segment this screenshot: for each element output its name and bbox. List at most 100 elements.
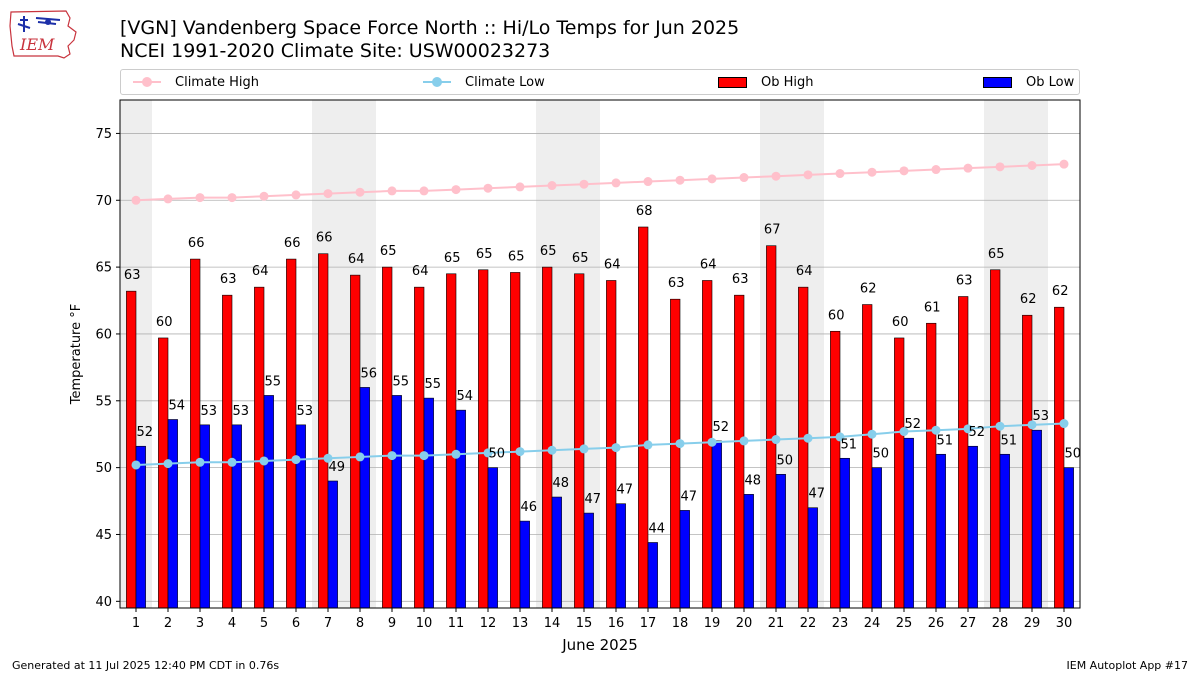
climate-high-point [227,193,237,203]
ob-high-label: 66 [316,231,333,246]
x-tick-label: 11 [448,616,465,631]
bar-ob-high [286,258,297,609]
bar-ob-low [423,397,434,609]
climate-high-point [771,171,781,181]
bar-ob-high [222,294,233,609]
bar-ob-low [743,494,754,609]
ob-high-label: 64 [700,257,717,272]
logo-text: IEM [19,35,55,54]
bar-ob-high [126,290,137,609]
climate-high-point [1027,161,1037,171]
climate-high-point [995,162,1005,172]
bar-ob-high [382,266,393,609]
y-tick-label: 45 [95,528,112,543]
ob-low-label: 52 [905,417,922,432]
climate-high-swatch [133,77,161,87]
climate-high-point [451,185,461,195]
ob-low-label: 51 [841,437,858,452]
ob-high-label: 63 [956,274,973,289]
bar-ob-low [1031,429,1042,609]
climate-high-point [867,167,877,177]
climate-high-point [963,163,973,173]
ob-low-label: 51 [1001,433,1018,448]
climate-low-point [931,425,941,435]
climate-low-point [451,449,461,459]
x-tick-label: 27 [960,616,977,631]
climate-low-point [547,445,557,455]
climate-high-point [259,191,269,201]
y-tick-label: 60 [95,327,112,342]
climate-high-point [547,181,557,191]
climate-high-point [419,186,429,196]
legend: Climate High Climate Low Ob High Ob Low [120,69,1080,95]
climate-high-point [611,178,621,188]
climate-high-point [643,177,653,187]
ob-low-swatch [983,76,1012,88]
bar-ob-high [830,330,841,609]
bar-ob-low [487,467,498,609]
climate-high-point [195,193,205,203]
bar-ob-low [551,496,562,609]
ob-low-label: 48 [553,476,570,491]
climate-high-point [803,170,813,180]
x-tick-label: 23 [832,616,849,631]
climate-low-line [135,422,1065,466]
ob-high-label: 63 [732,272,749,287]
y-tick-label: 55 [95,394,112,409]
bar-ob-high [958,296,969,609]
bar-ob-high [190,258,201,609]
bar-ob-high [862,304,873,609]
ob-low-label: 52 [713,420,730,435]
x-tick-label: 8 [356,616,364,631]
climate-low-point [611,443,621,453]
climate-low-point [963,424,973,434]
climate-low-point [163,459,173,469]
bar-ob-low [999,453,1010,609]
x-tick-label: 10 [416,616,433,631]
bar-ob-low [615,503,626,609]
x-tick-label: 4 [228,616,236,631]
bar-ob-high [766,245,777,609]
climate-low-point [707,437,717,447]
ob-high-label: 63 [124,268,141,283]
climate-low-point [835,432,845,442]
ob-high-label: 62 [1052,284,1069,299]
legend-label-climate-high: Climate High [175,74,260,90]
ob-low-label: 55 [393,374,410,389]
ob-low-label: 56 [361,366,378,381]
ob-low-label: 53 [201,404,218,419]
climate-low-point [899,427,909,437]
ob-high-label: 64 [412,264,429,279]
bar-ob-high [670,298,681,609]
ob-high-label: 62 [1020,292,1037,307]
climate-high-point [931,165,941,175]
climate-low-point [131,460,141,470]
bar-ob-low [679,510,690,609]
y-tick-label: 65 [95,261,112,276]
climate-low-point [1027,420,1037,430]
ob-low-label: 47 [809,487,826,502]
ob-high-label: 64 [604,257,621,272]
climate-high-point [131,195,141,205]
bar-ob-high [1054,306,1065,609]
chart-subtitle: NCEI 1991-2020 Climate Site: USW00023273 [120,40,551,62]
ob-high-label: 65 [476,247,493,262]
climate-low-point [387,451,397,461]
ob-high-label: 65 [540,244,557,259]
climate-low-swatch [423,77,451,87]
bar-ob-high [542,266,553,609]
climate-low-point [1059,419,1069,429]
x-tick-label: 1 [132,616,140,631]
climate-low-point [739,436,749,446]
climate-high-point [163,194,173,204]
x-tick-label: 3 [196,616,204,631]
ob-high-label: 65 [508,249,525,264]
climate-high-point [355,187,365,197]
bar-ob-low [935,453,946,609]
y-tick-label: 50 [95,461,112,476]
x-tick-label: 9 [388,616,396,631]
bar-ob-high [574,273,585,609]
climate-low-point [803,433,813,443]
climate-low-point [483,448,493,458]
x-tick-label: 22 [800,616,817,631]
